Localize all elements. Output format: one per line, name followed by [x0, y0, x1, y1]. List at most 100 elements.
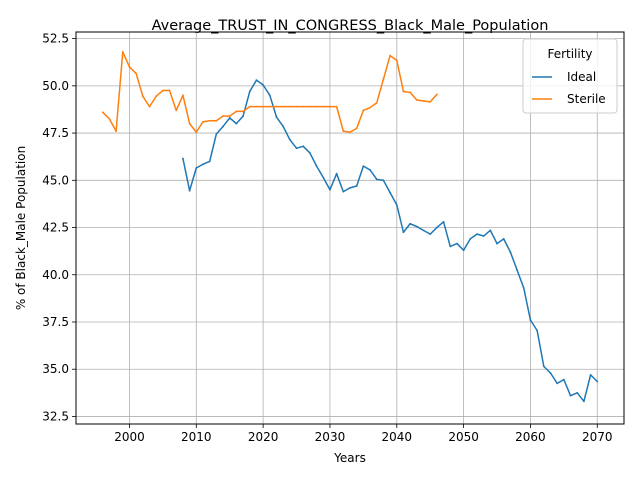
y-axis: 32.5 35.0 37.5 40.0 42.5 45.0 47.5 50.0 52.5 — [42, 32, 76, 423]
y-tick-label: 32.5 — [42, 409, 69, 423]
x-tick-label: 2030 — [315, 430, 346, 444]
data-point-sterile — [235, 110, 238, 113]
data-point-sterile — [148, 105, 151, 108]
data-point-ideal — [442, 220, 445, 223]
data-point-ideal — [422, 229, 425, 232]
legend-title: Fertility — [547, 47, 592, 61]
grid-lines — [76, 32, 624, 424]
data-point-sterile — [228, 115, 231, 117]
data-point-sterile — [108, 118, 111, 120]
data-point-sterile — [135, 72, 138, 75]
data-point-sterile — [335, 105, 338, 108]
data-point-ideal — [469, 237, 472, 240]
series-lines — [101, 50, 599, 403]
data-point-ideal — [462, 249, 465, 252]
data-point-ideal — [329, 188, 331, 191]
data-point-sterile — [121, 50, 124, 53]
data-point-sterile — [422, 100, 425, 102]
data-point-sterile — [409, 91, 412, 94]
data-point-sterile — [188, 122, 191, 125]
data-point-sterile — [295, 105, 298, 108]
data-point-sterile — [389, 54, 391, 57]
data-point-ideal — [375, 178, 378, 181]
data-point-sterile — [202, 120, 204, 123]
data-point-sterile — [415, 99, 418, 101]
data-point-ideal — [228, 117, 231, 119]
data-point-sterile — [402, 90, 405, 93]
data-point-ideal — [255, 79, 258, 82]
data-point-ideal — [295, 147, 298, 150]
data-point-ideal — [489, 229, 492, 232]
data-point-sterile — [195, 131, 198, 134]
data-point-sterile — [175, 109, 178, 112]
data-point-ideal — [335, 172, 338, 175]
data-point-ideal — [362, 165, 365, 168]
data-point-ideal — [382, 179, 385, 182]
x-tick-label: 2070 — [582, 430, 613, 444]
data-point-sterile — [215, 119, 218, 122]
data-point-ideal — [589, 373, 592, 376]
y-tick-label: 47.5 — [42, 126, 69, 140]
data-point-sterile — [315, 105, 318, 108]
legend-label-sterile: Sterile — [567, 92, 606, 106]
data-point-ideal — [536, 329, 539, 332]
data-point-sterile — [349, 131, 351, 134]
data-point-ideal — [202, 163, 204, 166]
data-point-ideal — [222, 125, 224, 128]
legend-label-ideal: Ideal — [567, 70, 596, 84]
x-axis: 2000 2010 2020 2030 2040 2050 2060 2070 — [114, 424, 613, 444]
y-tick-label: 35.0 — [42, 362, 69, 376]
y-tick-label: 37.5 — [42, 315, 69, 329]
chart-title: Average_TRUST_IN_CONGRESS_Black_Male_Pop… — [152, 18, 549, 34]
y-tick-label: 50.0 — [42, 79, 69, 93]
data-point-ideal — [556, 382, 559, 385]
data-point-ideal — [369, 169, 371, 171]
data-point-sterile — [282, 105, 285, 108]
data-point-sterile — [208, 119, 211, 122]
data-point-ideal — [309, 152, 311, 154]
y-tick-label: 45.0 — [42, 173, 69, 187]
data-point-ideal — [208, 160, 211, 163]
data-point-sterile — [255, 105, 258, 108]
data-point-ideal — [542, 365, 545, 368]
data-point-sterile — [115, 130, 117, 133]
data-point-ideal — [275, 116, 278, 118]
data-point-ideal — [248, 90, 251, 93]
data-point-ideal — [502, 237, 505, 240]
data-point-sterile — [435, 93, 438, 96]
data-point-ideal — [302, 145, 305, 148]
data-point-ideal — [315, 165, 318, 168]
data-point-sterile — [309, 105, 311, 108]
data-point-ideal — [409, 222, 412, 225]
data-point-ideal — [235, 122, 238, 125]
data-point-ideal — [482, 235, 485, 237]
data-point-ideal — [342, 190, 345, 193]
data-point-ideal — [395, 203, 398, 206]
legend: Fertility Ideal Sterile — [522, 38, 618, 114]
data-point-ideal — [349, 186, 351, 189]
data-point-sterile — [128, 66, 131, 68]
data-point-sterile — [322, 105, 325, 108]
data-point-ideal — [583, 400, 585, 403]
data-point-ideal — [282, 125, 285, 128]
data-point-sterile — [248, 105, 251, 108]
data-point-ideal — [322, 176, 325, 179]
plot-frame — [75, 31, 625, 425]
data-point-sterile — [375, 101, 378, 104]
data-point-ideal — [516, 269, 518, 271]
data-point-sterile — [168, 89, 171, 92]
y-axis-label: % of Black_Male Population — [14, 146, 28, 310]
data-point-sterile — [288, 105, 291, 108]
x-tick-label: 2040 — [382, 430, 413, 444]
data-point-ideal — [188, 189, 191, 192]
data-point-ideal — [529, 319, 532, 321]
data-point-ideal — [429, 233, 432, 236]
data-point-ideal — [562, 378, 565, 381]
data-point-ideal — [402, 231, 405, 234]
data-point-ideal — [268, 94, 271, 97]
data-point-ideal — [242, 115, 244, 117]
y-tick-label: 42.5 — [42, 221, 69, 235]
x-tick-label: 2000 — [114, 430, 145, 444]
data-point-ideal — [569, 394, 572, 397]
data-point-ideal — [449, 245, 452, 248]
